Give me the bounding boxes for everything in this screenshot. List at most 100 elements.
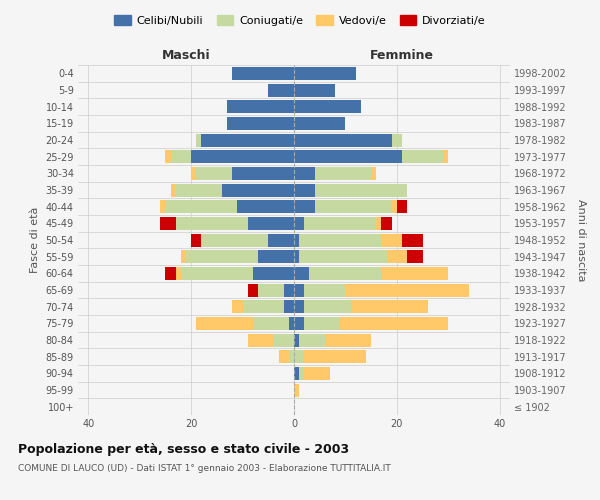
Bar [304, 350, 366, 363]
Bar [371, 167, 376, 180]
Bar [294, 167, 314, 180]
Bar [294, 350, 304, 363]
Bar [253, 267, 294, 280]
Bar [253, 317, 289, 330]
Bar [294, 100, 361, 113]
Bar [407, 250, 422, 263]
Bar [176, 184, 222, 196]
Bar [191, 167, 196, 180]
Bar [248, 217, 294, 230]
Bar [294, 384, 299, 396]
Bar [160, 200, 166, 213]
Bar [402, 234, 422, 246]
Bar [443, 150, 448, 163]
Bar [238, 200, 294, 213]
Bar [304, 284, 346, 296]
Bar [222, 184, 294, 196]
Bar [294, 284, 304, 296]
Bar [181, 267, 253, 280]
Bar [232, 167, 294, 180]
Bar [186, 250, 258, 263]
Bar [294, 217, 304, 230]
Bar [376, 217, 382, 230]
Bar [242, 300, 284, 313]
Bar [274, 334, 294, 346]
Bar [294, 300, 304, 313]
Bar [202, 134, 294, 146]
Bar [294, 117, 346, 130]
Bar [166, 267, 176, 280]
Text: Maschi: Maschi [161, 48, 211, 62]
Bar [166, 150, 170, 163]
Bar [196, 317, 253, 330]
Bar [170, 184, 176, 196]
Bar [176, 217, 248, 230]
Bar [289, 350, 294, 363]
Bar [346, 284, 469, 296]
Bar [294, 334, 299, 346]
Bar [181, 250, 186, 263]
Bar [289, 317, 294, 330]
Bar [294, 67, 356, 80]
Bar [268, 84, 294, 96]
Bar [304, 300, 350, 313]
Text: Popolazione per età, sesso e stato civile - 2003: Popolazione per età, sesso e stato civil… [18, 442, 349, 456]
Y-axis label: Anni di nascita: Anni di nascita [577, 198, 586, 281]
Bar [314, 184, 407, 196]
Bar [232, 300, 242, 313]
Bar [397, 200, 407, 213]
Bar [392, 200, 397, 213]
Bar [299, 367, 304, 380]
Bar [350, 300, 428, 313]
Legend: Celibi/Nubili, Coniugati/e, Vedovi/e, Divorziati/e: Celibi/Nubili, Coniugati/e, Vedovi/e, Di… [110, 10, 490, 30]
Bar [382, 267, 448, 280]
Bar [248, 284, 258, 296]
Bar [191, 150, 294, 163]
Bar [314, 167, 371, 180]
Bar [294, 367, 299, 380]
Bar [314, 200, 392, 213]
Bar [258, 250, 294, 263]
Bar [299, 250, 386, 263]
Bar [294, 234, 299, 246]
Bar [294, 267, 310, 280]
Bar [299, 334, 325, 346]
Bar [294, 150, 402, 163]
Bar [278, 350, 289, 363]
Bar [294, 317, 304, 330]
Text: COMUNE DI LAUCO (UD) - Dati ISTAT 1° gennaio 2003 - Elaborazione TUTTITALIA.IT: COMUNE DI LAUCO (UD) - Dati ISTAT 1° gen… [18, 464, 391, 473]
Bar [160, 217, 176, 230]
Bar [340, 317, 448, 330]
Bar [227, 100, 294, 113]
Bar [196, 167, 232, 180]
Y-axis label: Fasce di età: Fasce di età [30, 207, 40, 273]
Bar [299, 234, 382, 246]
Bar [196, 134, 202, 146]
Bar [284, 284, 294, 296]
Text: Femmine: Femmine [370, 48, 434, 62]
Bar [191, 234, 202, 246]
Bar [170, 150, 191, 163]
Bar [392, 134, 402, 146]
Bar [386, 250, 407, 263]
Bar [268, 234, 294, 246]
Bar [294, 184, 314, 196]
Bar [382, 217, 392, 230]
Bar [294, 200, 314, 213]
Bar [304, 217, 376, 230]
Bar [294, 134, 392, 146]
Bar [382, 234, 402, 246]
Bar [294, 250, 299, 263]
Bar [402, 150, 443, 163]
Bar [176, 267, 181, 280]
Bar [202, 234, 268, 246]
Bar [248, 334, 274, 346]
Bar [284, 300, 294, 313]
Bar [304, 367, 330, 380]
Bar [227, 117, 294, 130]
Bar [304, 317, 340, 330]
Bar [232, 67, 294, 80]
Bar [258, 284, 284, 296]
Bar [325, 334, 371, 346]
Bar [310, 267, 382, 280]
